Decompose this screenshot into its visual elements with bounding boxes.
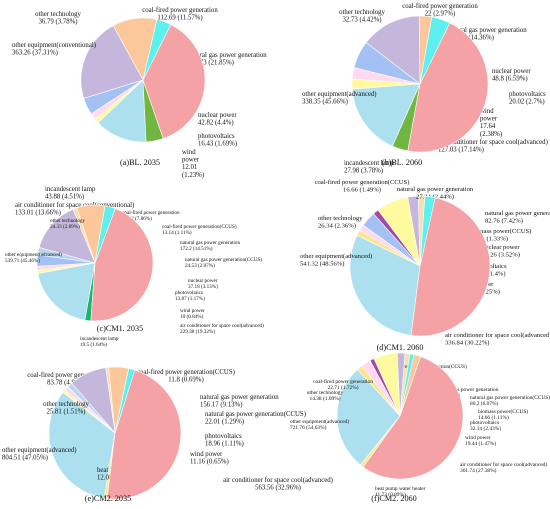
data-label-nuclear-power: nuclear power 48.8 (6.59%)	[492, 68, 531, 83]
pie-panel-5: coal-fired power generation 83.78 (4.9%) c…	[2, 366, 333, 503]
pie-slice-air-conditioner	[351, 83, 421, 147]
data-label-air-conditioner: air conditioner for space cool(advanced)…	[438, 139, 548, 154]
pie-slice-air-conditioner	[48, 391, 116, 499]
data-label-incandescent-lamp: incandescent lamp 27.98 (3.78%)	[344, 160, 395, 175]
data-label-natural-gas-power-generation-ccus: natural gas power generation(CCUS) 22.01 …	[205, 411, 306, 426]
data-label-natural-gas-power-generation: natural gas power generation 156.17 (9.13…	[200, 394, 279, 409]
data-label-incandescent-lamp: incandescent lamp 19.5 (1.64%)	[80, 336, 119, 348]
pie-slice-other-equipment	[106, 369, 182, 500]
data-label-coal-fired-power-generation: coal-fired power generation 93.32 (7.86%)	[122, 209, 180, 222]
pie-panel-1: coal-fired power generation 112.69 (11.57…	[12, 7, 267, 217]
data-label-wind-power: wind power 10 (0.84%)	[180, 308, 205, 320]
data-label-wind-power: wind power 19.44 (1.47%)	[465, 435, 496, 447]
data-label-other-equipment: other equipment(conventional) 363.26 (37.…	[12, 42, 96, 57]
data-label-other-technology: other technology 14.38 (1.09%)	[307, 390, 344, 402]
data-label-natural-gas-power-generation: natural gas power generation 27.24 (2.44%…	[397, 186, 474, 200]
data-label-air-conditioner: air conditioner for space cool(advanced)…	[445, 332, 550, 346]
data-label-air-conditioner: air conditioner for space cool(conventio…	[15, 202, 134, 217]
data-label-other-technology: other technology 26.34 (2.36%)	[318, 215, 363, 229]
data-label-photovoltaics: photovoltaics 20.02 (2.7%)	[509, 91, 546, 106]
data-label-other-equipment: other equipment(advanced) 804.51 (47.05%)	[2, 447, 77, 462]
data-label-biomass-power: biomass power(CCUS) 14.83 (1.33%)	[470, 228, 531, 242]
panel-title: (c)CM1. 2035	[97, 324, 143, 333]
data-label-coal-fired-power-generation-ccus: coal-fired power generation(CCUS) 11.8 (0…	[137, 369, 235, 384]
data-label-other-equipment: other equipment(advanced) 338.35 (45.66%)	[302, 91, 377, 106]
pie-slice-other-equipment	[362, 356, 464, 480]
pie-slice-air-conditioner	[37, 262, 96, 321]
data-label-coal-fired-power-generation-ccus: coal-fired power generation(CCUS) 13.14 (…	[162, 223, 237, 236]
pie-slice-other-technology	[114, 368, 136, 434]
data-label-natural-gas-power-generation: natural gas power generation 172.2 (14.51…	[180, 240, 240, 252]
data-label-wind-power: wind power 12.01 (1.23%)	[182, 149, 204, 179]
data-label-other-equipment: other equipment(advanced) 541.32 (48.56%)	[300, 253, 372, 267]
data-label-coal-fired-power-generation: coal-fired power generation 22.71 (1.72%)	[313, 378, 373, 391]
data-label-coal-fired-power-generation-ccus: coal-fired power generation(CCUS) 16.66 (…	[315, 179, 410, 193]
data-label-air-conditioner: air conditioner for space cool(advanced)…	[223, 477, 333, 492]
data-label-photovoltaics: photovoltaics 16.43 (1.69%)	[198, 133, 237, 148]
data-label-heat-pump-water-heater: heat pump water heater 11.73 (0.89%)	[375, 486, 426, 498]
pie-slice-natural-gas-power-generation	[365, 15, 421, 85]
data-label-other-technology: other technology 34.33 (2.89%)	[50, 218, 85, 230]
data-label-natural-gas-power-generation: natural gas power generation 212.73 (21.8…	[188, 52, 267, 67]
data-label-photovoltaics: photovoltaics 32.14 (2.43%)	[470, 420, 501, 432]
data-label-coal-fired-power-generation: coal-fired power generation 112.69 (11.57…	[142, 7, 218, 22]
pie-panel-2: coal-fired power generation 22 (2.97%) nat…	[302, 3, 548, 175]
data-label-other-equipment: other equipment(advanced) 539.71 (45.46%)	[5, 251, 62, 264]
data-label-other-technology: other technology 32.73 (4.42%)	[339, 9, 385, 24]
data-label-nuclear-power: nuclear power 42.82 (4.4%)	[198, 112, 237, 127]
pie-slice-other-technology	[142, 19, 172, 81]
data-label-air-conditioner: air conditioner for space cool(advanced)…	[180, 322, 264, 335]
pie-slice-air-conditioner	[349, 234, 421, 336]
data-label-wind-power: wind power 17.64 (2.38%)	[480, 108, 502, 138]
panel-title: (a)BL. 2035	[120, 158, 160, 167]
panel-title: (f)CM2. 2060	[371, 494, 416, 503]
data-label-natural-gas-power-generation-ccus: natural gas power generation(CCUS) 80.2 (…	[470, 394, 550, 407]
pie-slice-other-technology	[419, 16, 451, 85]
pie-panel-4: coal-fired power generation(CCUS) 16.66 (…	[300, 179, 550, 352]
pie-slice-natural-gas-power-generation	[38, 208, 96, 264]
data-label-coal-fired-power-generation: coal-fired power generation 83.78 (4.9%)	[27, 372, 103, 387]
pie-slice-other-equipment	[142, 24, 206, 139]
pie-slice-air-conditioner	[97, 79, 147, 143]
data-label-natural-gas-power-generation-ccus: natural gas power generation(CCUS) 24.53 …	[185, 256, 262, 269]
data-label-nuclear-power: nuclear power 37.18 (3.13%)	[188, 278, 218, 290]
pie-slice-other-technology	[399, 353, 415, 417]
data-label-nuclear-power: nuclear power 39.26 (3.52%)	[482, 244, 520, 258]
data-label-natural-gas-power-generation: natural gas power generation 106.41 (14.3…	[448, 27, 527, 42]
pie-slice-natural-gas-power-generation	[80, 25, 144, 99]
data-label-other-equipment: other equipment(advanced) 721.76 (54.63%)	[290, 418, 349, 431]
pie-slice-air-conditioner	[336, 369, 401, 466]
pie-slice-other-equipment	[410, 197, 491, 337]
data-label-other-technology: other technology 25.81 (1.51%)	[43, 401, 89, 416]
pie-slice-other-equipment	[407, 22, 489, 153]
data-label-coal-fired-power-generation: coal-fired power generation 22 (2.97%)	[402, 3, 478, 18]
data-label-photovoltaics: photovoltaics 13.87 (1.17%)	[175, 290, 205, 302]
data-label-other-technology: other technology 36.79 (3.78%)	[35, 11, 81, 26]
data-label-natural-gas-power-generation-ccus: natural gas power generation(CCUS)82.76 …	[485, 210, 550, 224]
data-label-incandescent-lamp: incandescent lamp 43.88 (4.51%)	[45, 186, 96, 201]
panel-title: (d)CM1. 2060	[377, 343, 424, 352]
panel-title: (b)BL. 2060	[382, 158, 422, 167]
data-label-biomass-power: biomass power(CCUS) 14.66 (1.11%)	[478, 408, 528, 421]
pie-slice-other-technology	[419, 195, 436, 267]
panel-title: (e)CM2. 2035	[85, 494, 131, 503]
pie-slice-other-equipment	[90, 208, 154, 322]
data-label-wind-power: wind power 11.16 (0.65%)	[190, 451, 229, 466]
data-label-photovoltaics: photovoltaics 18.96 (1.11%)	[205, 433, 244, 448]
data-label-air-conditioner: air conditioner for space cool(advanced)…	[460, 461, 547, 474]
pie-panel-3: coal-fired power generation 93.32 (7.86%)…	[5, 204, 264, 348]
pie-panel-6: coal-fired power generation(CCUS)16.1 (1…	[290, 352, 550, 503]
pie-slice-other-technology	[94, 205, 116, 264]
